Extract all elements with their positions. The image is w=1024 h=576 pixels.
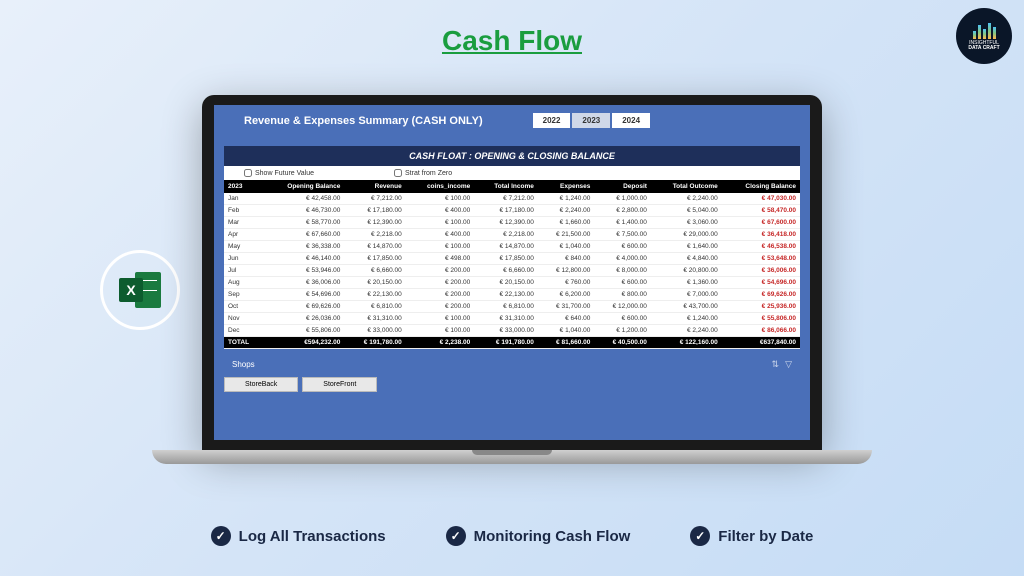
check-icon: ✓ xyxy=(690,526,710,546)
column-header: coins_income xyxy=(406,180,475,193)
page-title: Cash Flow xyxy=(0,0,1024,57)
column-header: 2023 xyxy=(224,180,263,193)
feature-item: ✓Log All Transactions xyxy=(211,526,386,546)
table-row: May€ 36,338.00€ 14,870.00€ 100.00€ 14,87… xyxy=(224,241,800,253)
table-row: Jun€ 46,140.00€ 17,850.00€ 498.00€ 17,85… xyxy=(224,253,800,265)
year-tabs: 202220232024 xyxy=(533,113,650,128)
shop-button[interactable]: StoreFront xyxy=(302,377,377,392)
check-icon: ✓ xyxy=(446,526,466,546)
laptop-frame: Revenue & Expenses Summary (CASH ONLY) 2… xyxy=(202,95,822,464)
float-section-title: CASH FLOAT : OPENING & CLOSING BALANCE xyxy=(224,146,800,166)
column-header: Deposit xyxy=(594,180,651,193)
summary-title: Revenue & Expenses Summary (CASH ONLY) xyxy=(244,115,483,127)
feature-item: ✓Filter by Date xyxy=(690,526,813,546)
column-header: Closing Balance xyxy=(722,180,800,193)
total-row: TOTAL€594,232.00€ 191,780.00€ 2,238.00€ … xyxy=(224,337,800,349)
dashboard-screen: Revenue & Expenses Summary (CASH ONLY) 2… xyxy=(214,105,810,440)
table-row: Nov€ 26,036.00€ 31,310.00€ 100.00€ 31,31… xyxy=(224,313,800,325)
checkbox-row: Show Future Value Strat from Zero xyxy=(224,166,800,180)
column-header: Opening Balance xyxy=(263,180,345,193)
table-row: Oct€ 69,626.00€ 6,810.00€ 200.00€ 6,810.… xyxy=(224,301,800,313)
column-header: Total Income xyxy=(474,180,538,193)
brand-logo: INSIGHTFULDATA CRAFT xyxy=(956,8,1012,64)
year-tab-2024[interactable]: 2024 xyxy=(612,113,650,128)
year-tab-2022[interactable]: 2022 xyxy=(533,113,571,128)
cashflow-table: 2023Opening BalanceRevenuecoins_incomeTo… xyxy=(224,180,800,349)
table-row: Apr€ 67,660.00€ 2,218.00€ 400.00€ 2,218.… xyxy=(224,229,800,241)
year-tab-2023[interactable]: 2023 xyxy=(572,113,610,128)
table-row: Mar€ 58,770.00€ 12,390.00€ 100.00€ 12,39… xyxy=(224,217,800,229)
shop-button[interactable]: StoreBack xyxy=(224,377,298,392)
table-row: Sep€ 54,696.00€ 22,130.00€ 200.00€ 22,13… xyxy=(224,289,800,301)
table-row: Feb€ 46,730.00€ 17,180.00€ 400.00€ 17,18… xyxy=(224,205,800,217)
start-zero-checkbox[interactable]: Strat from Zero xyxy=(394,169,452,177)
column-header: Revenue xyxy=(344,180,405,193)
table-row: Aug€ 36,006.00€ 20,150.00€ 200.00€ 20,15… xyxy=(224,277,800,289)
feature-item: ✓Monitoring Cash Flow xyxy=(446,526,631,546)
table-row: Jan€ 42,458.00€ 7,212.00€ 100.00€ 7,212.… xyxy=(224,193,800,205)
table-row: Jul€ 53,946.00€ 6,660.00€ 200.00€ 6,660.… xyxy=(224,265,800,277)
table-row: Dec€ 55,806.00€ 33,000.00€ 100.00€ 33,00… xyxy=(224,325,800,337)
excel-icon: X xyxy=(100,250,180,330)
show-future-checkbox[interactable]: Show Future Value xyxy=(244,169,314,177)
column-header: Expenses xyxy=(538,180,595,193)
check-icon: ✓ xyxy=(211,526,231,546)
filter-icons[interactable]: ⇅▽ xyxy=(772,359,792,370)
shops-label: Shops xyxy=(232,360,255,369)
column-header: Total Outcome xyxy=(651,180,722,193)
